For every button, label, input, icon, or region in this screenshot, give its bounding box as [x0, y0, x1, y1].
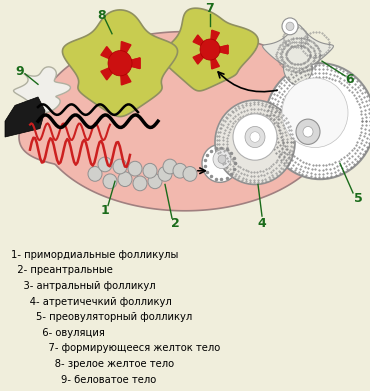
Circle shape — [282, 78, 348, 147]
Circle shape — [133, 176, 147, 191]
Polygon shape — [120, 58, 140, 68]
Circle shape — [158, 167, 172, 181]
Circle shape — [202, 144, 238, 182]
Circle shape — [88, 167, 102, 181]
Text: 8: 8 — [98, 9, 106, 22]
Circle shape — [303, 126, 313, 137]
Circle shape — [108, 50, 132, 76]
Polygon shape — [101, 63, 120, 80]
Polygon shape — [162, 8, 258, 91]
Text: 6: 6 — [346, 73, 354, 86]
Circle shape — [215, 100, 295, 185]
Circle shape — [233, 114, 277, 160]
Text: 4- атретичечкий фолликул: 4- атретичечкий фолликул — [11, 297, 172, 307]
Circle shape — [143, 163, 157, 178]
Circle shape — [282, 18, 298, 35]
Polygon shape — [63, 10, 178, 117]
Polygon shape — [263, 25, 333, 85]
Text: 8- зрелое желтое тело: 8- зрелое желтое тело — [11, 359, 174, 369]
Circle shape — [163, 159, 177, 174]
Polygon shape — [14, 67, 70, 112]
Text: 7- формирующееся желток тело: 7- формирующееся желток тело — [11, 343, 221, 353]
Circle shape — [113, 159, 127, 174]
Text: 9- беловатое тело: 9- беловатое тело — [11, 375, 157, 385]
Circle shape — [250, 132, 260, 142]
Polygon shape — [193, 35, 210, 50]
Polygon shape — [19, 32, 333, 211]
Text: 1: 1 — [101, 204, 110, 217]
Polygon shape — [210, 45, 228, 54]
Circle shape — [98, 157, 112, 172]
Polygon shape — [210, 30, 219, 50]
Polygon shape — [120, 58, 140, 68]
Circle shape — [213, 150, 231, 169]
Text: 2: 2 — [171, 217, 179, 230]
Text: 6- овуляция: 6- овуляция — [11, 328, 105, 338]
Polygon shape — [193, 50, 210, 64]
Circle shape — [200, 39, 220, 60]
Polygon shape — [120, 41, 131, 63]
Text: 5: 5 — [354, 192, 362, 204]
Circle shape — [265, 63, 370, 179]
Circle shape — [148, 174, 162, 189]
Text: 3- антральный фолликул: 3- антральный фолликул — [11, 281, 156, 291]
Polygon shape — [120, 63, 131, 85]
Circle shape — [183, 167, 197, 181]
Polygon shape — [5, 97, 45, 137]
Circle shape — [173, 163, 187, 178]
Polygon shape — [210, 50, 219, 69]
Polygon shape — [101, 47, 120, 63]
Text: 2- преантральные: 2- преантральные — [11, 265, 113, 275]
Text: 5- преовуляторный фолликул: 5- преовуляторный фолликул — [11, 312, 192, 322]
Text: 1- примордиальные фолликулы: 1- примордиальные фолликулы — [11, 250, 178, 260]
Circle shape — [118, 172, 132, 187]
Circle shape — [245, 126, 265, 147]
Circle shape — [218, 155, 226, 163]
Circle shape — [103, 174, 117, 189]
Circle shape — [128, 161, 142, 176]
Circle shape — [286, 22, 294, 30]
Text: 9: 9 — [16, 65, 24, 78]
Text: 7: 7 — [206, 2, 214, 15]
Circle shape — [296, 119, 320, 144]
Polygon shape — [210, 45, 228, 54]
Text: 4: 4 — [258, 217, 266, 230]
